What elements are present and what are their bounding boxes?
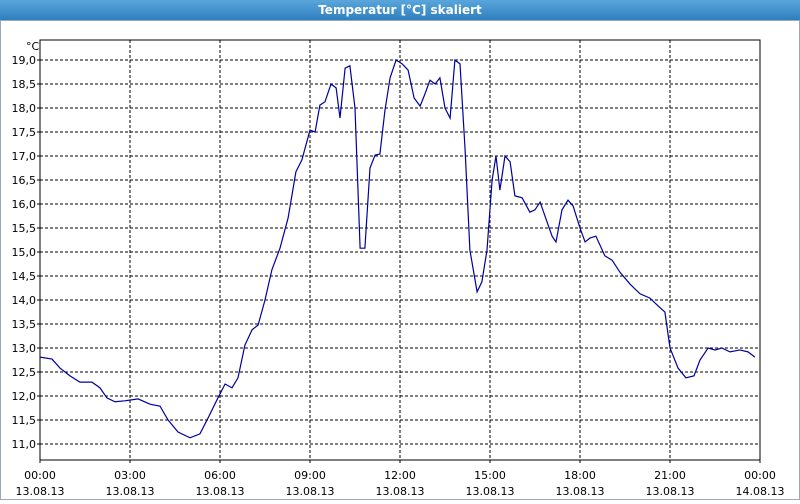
y-tick-label: 13,0 bbox=[12, 342, 37, 355]
y-tick-label: 12,0 bbox=[12, 390, 37, 403]
y-tick-label: 12,5 bbox=[12, 366, 37, 379]
y-tick-label: 15,5 bbox=[12, 222, 37, 235]
x-tick-label: 00:00 13.08.13 bbox=[16, 469, 65, 498]
x-tick-label: 06:00 13.08.13 bbox=[196, 469, 245, 498]
y-tick-label: 14,0 bbox=[12, 294, 37, 307]
temperature-line bbox=[39, 58, 756, 439]
title-bar bbox=[0, 0, 800, 20]
y-tick-label: 16,5 bbox=[12, 174, 37, 187]
y-tick-label: 19,0 bbox=[12, 54, 37, 67]
y-unit-label: °C bbox=[26, 40, 40, 53]
y-tick-label: 18,0 bbox=[12, 102, 37, 115]
y-tick-label: 16,0 bbox=[12, 198, 37, 211]
x-tick-label: 21:00 13.08.13 bbox=[646, 469, 695, 498]
plot-border bbox=[39, 39, 761, 461]
x-tick-label: 15:00 13.08.13 bbox=[466, 469, 515, 498]
y-tick-label: 15,0 bbox=[12, 246, 37, 259]
y-tick-label: 18,5 bbox=[12, 78, 37, 91]
x-tick-label: 00:00 14.08.13 bbox=[736, 469, 785, 498]
chart-title: Temperatur [°C] skaliert bbox=[318, 3, 482, 17]
x-tick-label: 03:00 13.08.13 bbox=[106, 469, 155, 498]
x-tick-label: 09:00 13.08.13 bbox=[286, 469, 335, 498]
y-tick-label: 17,5 bbox=[12, 126, 37, 139]
x-tick-label: 12:00 13.08.13 bbox=[376, 469, 425, 498]
x-tick-label: 18:00 13.08.13 bbox=[556, 469, 605, 498]
y-tick-label: 11,0 bbox=[12, 438, 37, 451]
y-tick-label: 13,5 bbox=[12, 318, 37, 331]
y-tick-label: 14,5 bbox=[12, 270, 37, 283]
y-tick-label: 11,5 bbox=[12, 414, 37, 427]
y-tick-label: 17,0 bbox=[12, 150, 37, 163]
